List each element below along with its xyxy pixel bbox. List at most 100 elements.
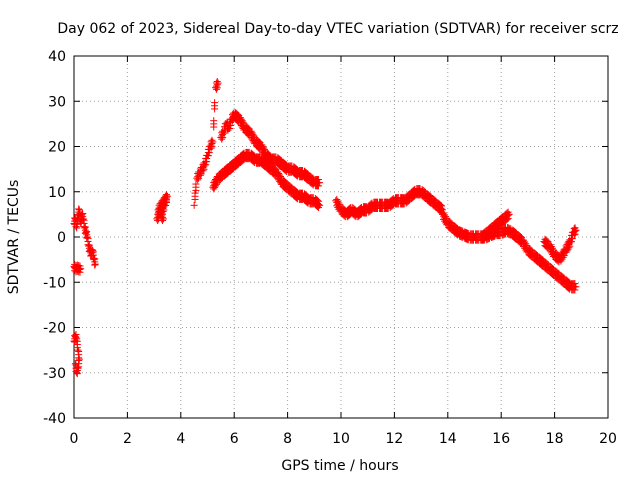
data-point	[247, 127, 255, 135]
y-tick-label: 20	[48, 140, 66, 156]
data-point	[81, 229, 89, 237]
data-point	[274, 168, 282, 176]
data-point	[220, 129, 228, 137]
data-point	[224, 126, 232, 134]
x-tick-label: 6	[230, 431, 239, 447]
data-point	[302, 191, 310, 199]
data-point	[208, 136, 216, 144]
data-point	[292, 187, 300, 195]
data-point	[314, 196, 322, 204]
data-point	[492, 225, 500, 233]
data-point	[547, 243, 555, 251]
data-point	[571, 280, 579, 288]
data-point	[194, 176, 202, 184]
data-point	[335, 199, 343, 207]
data-point	[91, 261, 99, 269]
tick-labels: 0 2 4 6 8 10 12 14 16 18 20 -40 -30 -20 -10 0 10 20 30 40	[43, 49, 617, 447]
data-point	[226, 125, 234, 133]
data-point	[211, 183, 219, 191]
data-point	[316, 179, 324, 187]
data-point	[503, 215, 511, 223]
data-point	[72, 361, 80, 369]
data-point	[571, 230, 579, 238]
data-point	[333, 195, 341, 203]
data-point	[438, 202, 446, 210]
x-tick-label: 12	[385, 431, 403, 447]
data-point	[516, 233, 524, 241]
data-point	[543, 237, 551, 245]
data-point	[209, 138, 217, 146]
y-axis-title: SDTVAR / TECUs	[6, 180, 22, 295]
data-point	[546, 241, 554, 249]
data-point	[199, 167, 207, 175]
data-point	[84, 234, 92, 242]
data-point	[260, 144, 268, 152]
data-point	[211, 99, 219, 107]
plot-frame	[73, 55, 609, 419]
x-tick-label: 16	[492, 431, 510, 447]
data-point	[367, 206, 375, 214]
data-point	[239, 156, 247, 164]
data-point	[244, 124, 252, 132]
data-point	[237, 115, 245, 123]
data-point	[200, 165, 208, 173]
data-point	[558, 255, 566, 263]
data-point	[271, 165, 279, 173]
data-point	[564, 277, 572, 285]
data-point	[207, 144, 215, 152]
data-point	[292, 164, 300, 172]
data-point	[79, 209, 87, 217]
data-point	[156, 200, 164, 208]
data-point	[89, 247, 97, 255]
data-point	[249, 130, 257, 138]
data-point	[511, 228, 519, 236]
data-point	[254, 137, 262, 145]
data-point	[159, 210, 167, 218]
data-point	[212, 182, 220, 190]
data-point	[303, 192, 311, 200]
data-point	[266, 151, 274, 159]
data-point	[504, 214, 512, 222]
data-point	[197, 170, 205, 178]
data-point	[192, 186, 200, 194]
data-point	[265, 151, 273, 159]
chart-title: Day 062 of 2023, Sidereal Day-to-day VTE…	[57, 21, 618, 37]
data-point	[239, 118, 247, 126]
data-point	[259, 142, 267, 150]
data-point	[91, 260, 99, 268]
data-point	[196, 171, 204, 179]
data-point	[238, 157, 246, 165]
data-point	[228, 166, 236, 174]
data-point	[227, 122, 235, 130]
data-point	[75, 206, 83, 214]
data-point	[83, 228, 91, 236]
data-point	[293, 188, 300, 196]
data-point	[85, 241, 93, 249]
data-point	[75, 347, 83, 355]
data-point	[210, 185, 218, 193]
y-tick-label: 0	[57, 230, 66, 246]
data-point	[564, 245, 572, 253]
data-point	[282, 160, 290, 168]
x-tick-label: 2	[123, 431, 132, 447]
data-point	[192, 180, 200, 188]
x-tick-label: 10	[332, 431, 350, 447]
data-point	[520, 236, 528, 244]
y-tick-label: 10	[48, 185, 66, 201]
data-point	[210, 117, 218, 125]
data-point	[233, 162, 241, 170]
data-point	[205, 149, 213, 157]
data-point	[258, 141, 266, 149]
data-point	[214, 79, 222, 87]
data-point	[570, 231, 578, 239]
data-point	[563, 247, 571, 255]
data-point	[315, 197, 323, 205]
data-point	[218, 135, 226, 143]
data-point	[156, 206, 164, 214]
data-point	[440, 209, 448, 217]
x-tick-label: 14	[439, 431, 457, 447]
data-point	[91, 255, 99, 263]
data-point	[75, 357, 83, 365]
data-point	[236, 114, 244, 122]
data-point	[334, 197, 342, 205]
